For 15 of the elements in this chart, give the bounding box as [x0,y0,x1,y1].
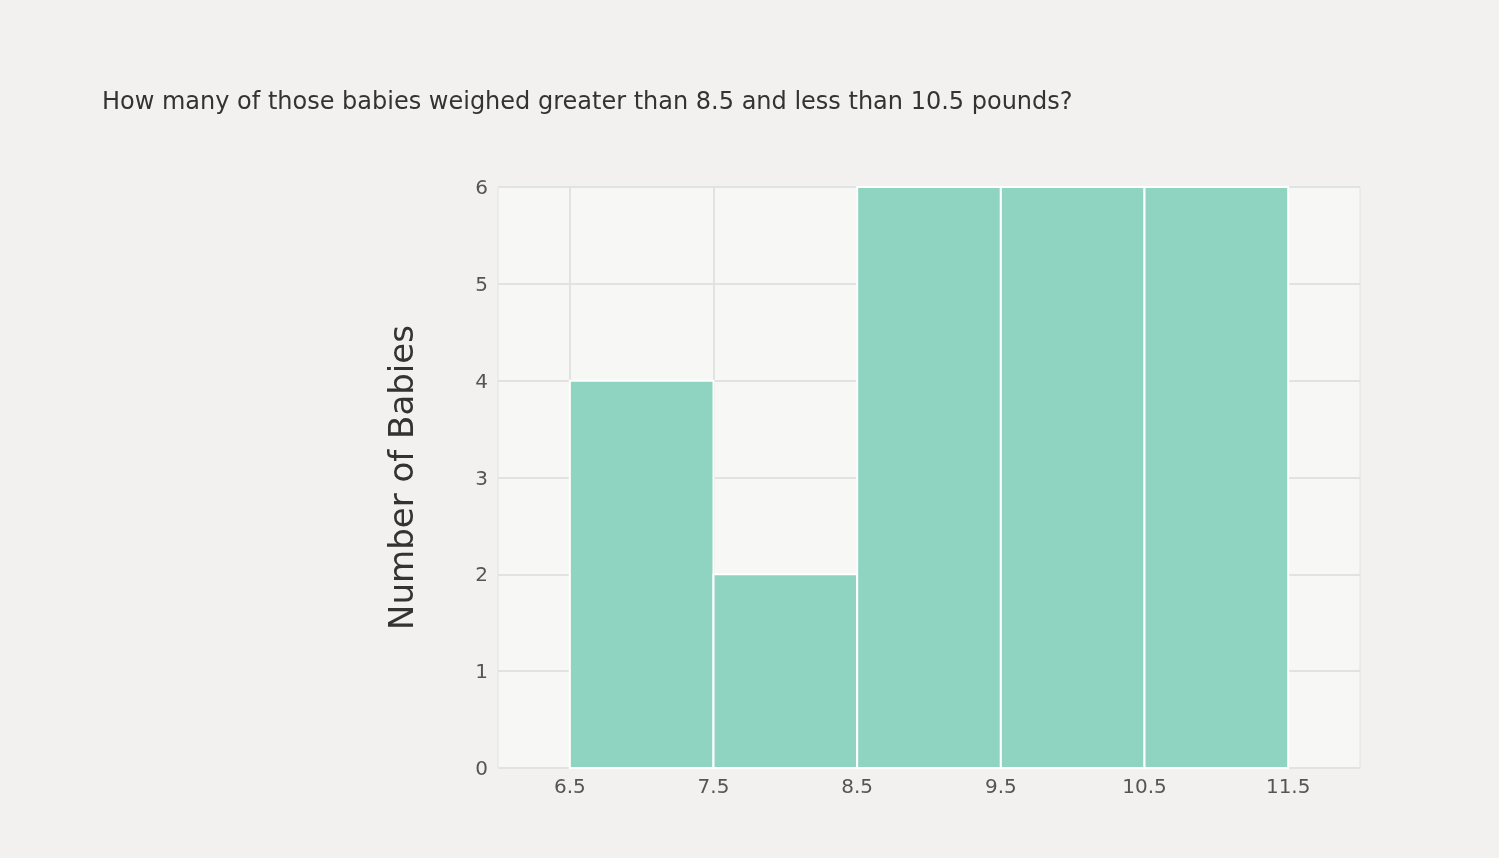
y-tick-label: 5 [475,271,488,296]
chart-title: How many of those babies weighed greater than 8.5 and less than 10.5 pounds? [102,87,1073,115]
y-tick-label: 2 [475,562,488,587]
x-tick-label: 10.5 [1122,774,1167,798]
y-tick-label: 0 [475,756,488,780]
x-tick-label: 9.5 [984,774,1017,798]
x-tick-label: 8.5 [841,774,874,798]
y-axis-title: Number of Babies [381,325,421,630]
x-tick-label: 11.5 [1265,774,1311,798]
x-tick-label: 7.5 [697,774,730,798]
y-tick-label: 1 [475,659,488,684]
x-tick-label: 6.5 [553,774,586,798]
y-tick-label: 4 [475,368,488,393]
y-tick-label: 3 [475,465,488,490]
y-tick-label: 6 [475,175,488,199]
